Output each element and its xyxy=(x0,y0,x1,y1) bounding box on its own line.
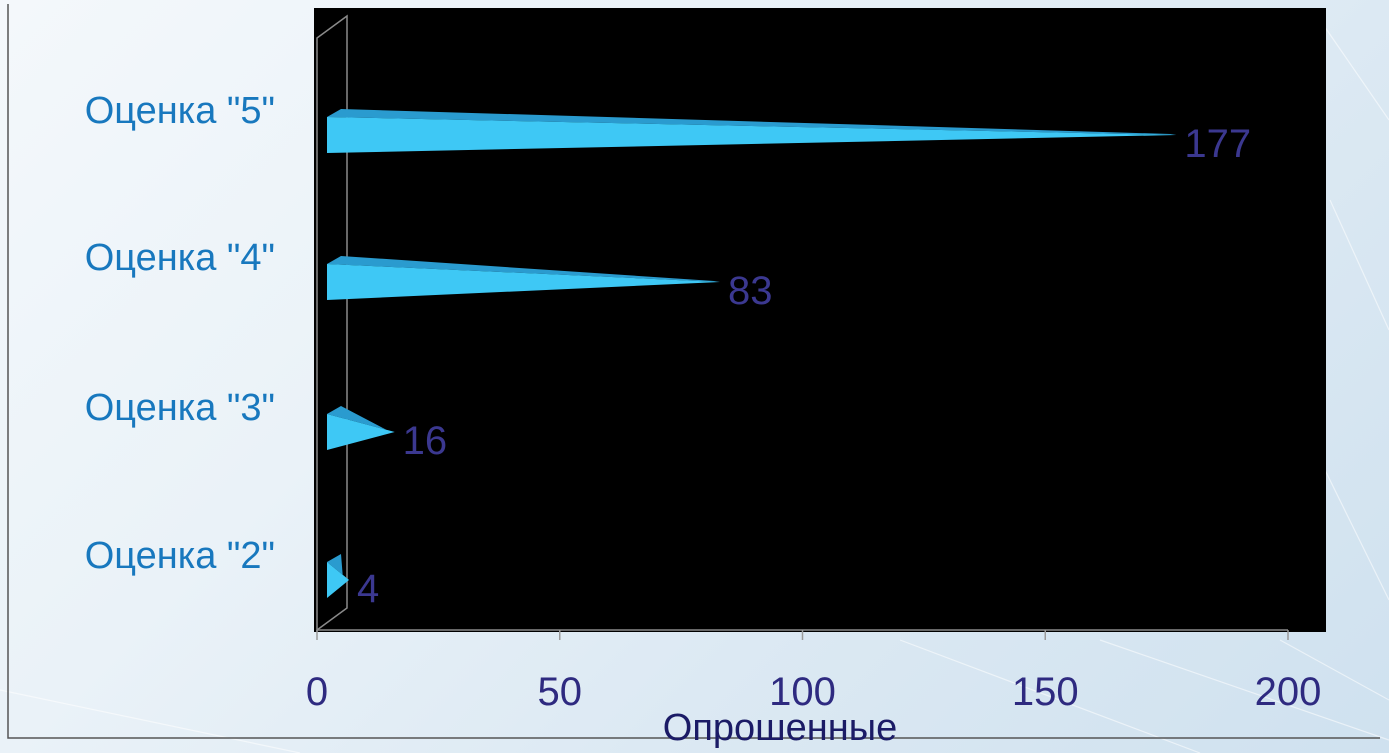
outer-frame xyxy=(7,4,1380,739)
bar xyxy=(327,264,720,300)
bar-top-face xyxy=(327,406,395,432)
value-label: 16 xyxy=(403,419,448,463)
x-axis-title: Опрошенные xyxy=(663,707,897,749)
bars xyxy=(327,109,1177,598)
bar-top-face xyxy=(327,109,1177,135)
x-tick-label: 100 xyxy=(769,670,836,714)
x-tick-label: 0 xyxy=(306,670,328,714)
value-label: 177 xyxy=(1184,122,1251,166)
value-label: 4 xyxy=(357,567,379,611)
x-tick-label: 50 xyxy=(538,670,583,714)
bar xyxy=(327,562,349,598)
plot-wall xyxy=(316,14,348,632)
x-tick-labels: 0 50 100 150 200 xyxy=(306,670,1322,714)
bar xyxy=(327,117,1177,153)
value-labels: 177 83 16 4 xyxy=(357,122,1251,611)
bar xyxy=(327,414,395,450)
category-label: Оценка "4" xyxy=(85,237,275,279)
bar-top-face xyxy=(327,554,349,580)
category-labels: Оценка "5" Оценка "4" Оценка "3" Оценка "2" xyxy=(85,90,275,577)
plot-area xyxy=(314,8,1326,632)
category-label: Оценка "5" xyxy=(85,90,275,132)
bar-top-face xyxy=(327,256,720,282)
category-label: Оценка "2" xyxy=(85,535,275,577)
category-label: Оценка "3" xyxy=(85,387,275,429)
x-tick-label: 150 xyxy=(1012,670,1079,714)
background-decoration xyxy=(0,19,1389,753)
x-tick-label: 200 xyxy=(1255,670,1322,714)
value-label: 83 xyxy=(728,269,773,313)
x-axis-ticks xyxy=(316,630,1289,640)
